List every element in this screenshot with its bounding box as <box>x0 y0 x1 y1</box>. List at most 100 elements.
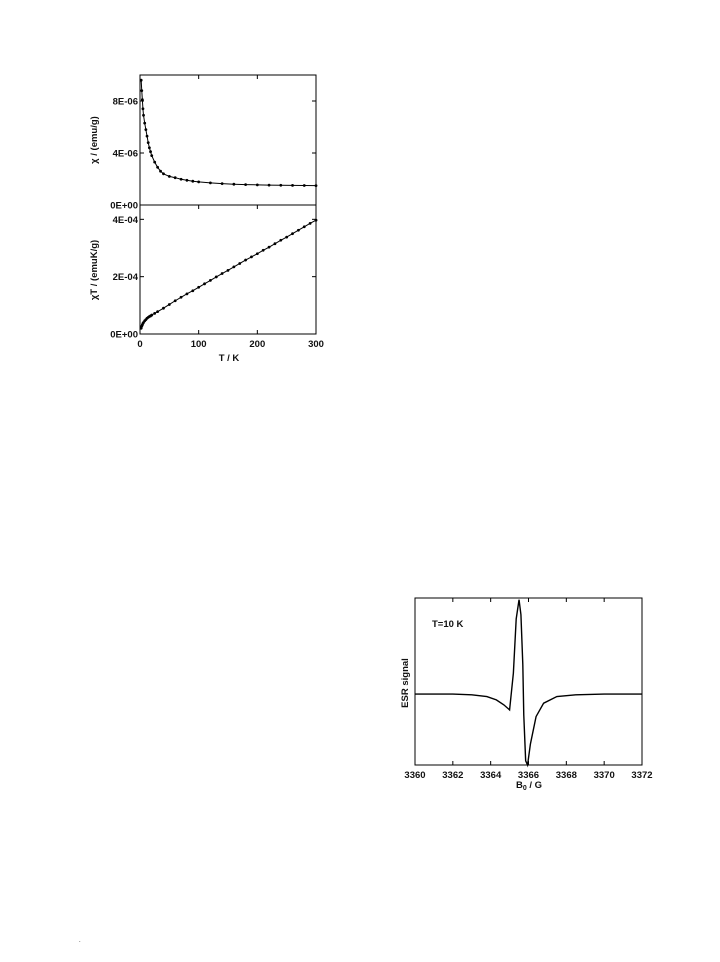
series-line <box>140 219 317 329</box>
x-axis-label: T / K <box>219 353 240 364</box>
y-tick-label: 8E-06 <box>113 97 138 108</box>
x-tick-label: 3368 <box>556 770 577 781</box>
data-point <box>147 146 151 150</box>
data-point <box>220 182 224 186</box>
data-point <box>141 107 145 111</box>
data-point <box>153 311 157 315</box>
data-point <box>140 89 144 92</box>
data-point <box>150 313 154 317</box>
data-point <box>197 180 201 184</box>
data-point <box>191 179 195 183</box>
x-tick-label: 3370 <box>594 770 615 781</box>
chart-chiT: χT / (emuK/g) T / K 0E+00 2E-04 4E-04 0 100 2… <box>89 204 324 364</box>
page-mark: . <box>79 938 81 944</box>
data-point <box>261 248 265 252</box>
data-point <box>291 232 294 236</box>
tick-group: 0E+00 2E-04 4E-04 0 100 200 300 <box>110 205 324 350</box>
data-point <box>308 221 312 225</box>
data-point <box>144 128 148 132</box>
data-point <box>156 165 160 169</box>
data-point <box>203 282 206 286</box>
data-point <box>267 183 271 187</box>
data-point <box>146 141 150 145</box>
x-axis-label: B0 / G <box>516 780 542 792</box>
y-tick-label: 0E+00 <box>110 330 138 341</box>
data-series <box>415 599 642 768</box>
data-point <box>314 218 318 222</box>
data-point <box>244 258 248 262</box>
data-point <box>255 252 259 256</box>
data-point <box>162 306 165 310</box>
temperature-annotation: T=10 K <box>432 619 464 630</box>
data-point <box>139 78 143 82</box>
x-tick-label: 3360 <box>404 770 425 781</box>
data-point <box>162 172 165 176</box>
data-point <box>314 184 318 188</box>
data-point <box>250 255 253 259</box>
data-point <box>302 184 306 187</box>
x-tick-label: 3372 <box>631 770 652 781</box>
x-tick-label: 300 <box>308 339 324 350</box>
y-tick-label: 4E-06 <box>113 149 138 160</box>
data-point <box>173 299 177 303</box>
data-point <box>226 268 230 272</box>
series-line <box>415 599 642 768</box>
data-point <box>150 154 154 158</box>
data-point <box>153 160 157 164</box>
chart-chi: χ / (emu/g) 0E+00 4E-06 8E-06 <box>89 74 318 212</box>
x-tick-label: 200 <box>249 339 265 350</box>
data-point <box>156 310 160 314</box>
chart-esr: T=10 K ESR signal B0 / G 3360 3362 3364 336… <box>400 597 653 792</box>
plot-frame <box>139 204 317 335</box>
data-point <box>279 183 283 187</box>
x-tick-label: 0 <box>137 339 142 350</box>
y-tick-label: 4E-04 <box>113 215 139 226</box>
data-point <box>167 175 171 178</box>
data-point <box>273 242 277 246</box>
data-point <box>142 113 145 117</box>
data-point <box>232 265 236 269</box>
data-point <box>244 183 248 186</box>
tick-group: 0E+00 4E-06 8E-06 <box>110 75 317 212</box>
data-point <box>159 169 162 173</box>
y-axis-label: χ / (emu/g) <box>89 116 100 164</box>
data-point <box>197 285 201 289</box>
data-point <box>220 272 224 275</box>
x-tick-label: 100 <box>191 339 207 350</box>
series-line <box>140 80 317 187</box>
data-point <box>279 238 283 242</box>
data-point <box>297 228 300 232</box>
data-point <box>209 278 212 282</box>
data-point <box>255 183 259 187</box>
data-point <box>191 289 195 293</box>
data-point <box>185 178 189 182</box>
x-tick-label: 3362 <box>442 770 463 781</box>
x-tick-label: 3366 <box>518 770 539 781</box>
data-series <box>139 78 318 188</box>
data-point <box>291 183 294 187</box>
y-axis-label: χT / (emuK/g) <box>89 240 100 300</box>
data-point <box>145 134 149 138</box>
data-point <box>149 150 152 154</box>
data-point <box>185 292 189 296</box>
data-point <box>179 177 183 181</box>
x-tick-label: 3364 <box>480 770 502 781</box>
data-point <box>267 245 271 249</box>
data-point <box>238 262 242 265</box>
data-point <box>167 303 171 306</box>
data-point <box>285 235 289 239</box>
data-point <box>232 182 236 186</box>
data-point <box>209 181 212 185</box>
data-point <box>214 275 218 279</box>
data-point <box>173 176 177 180</box>
data-point <box>179 295 183 299</box>
y-tick-label: 0E+00 <box>110 201 138 212</box>
data-point <box>302 225 306 229</box>
y-tick-label: 2E-04 <box>113 272 139 283</box>
y-axis-label: ESR signal <box>400 658 411 708</box>
data-point <box>140 98 144 102</box>
data-series <box>139 218 318 330</box>
data-point <box>143 121 147 125</box>
